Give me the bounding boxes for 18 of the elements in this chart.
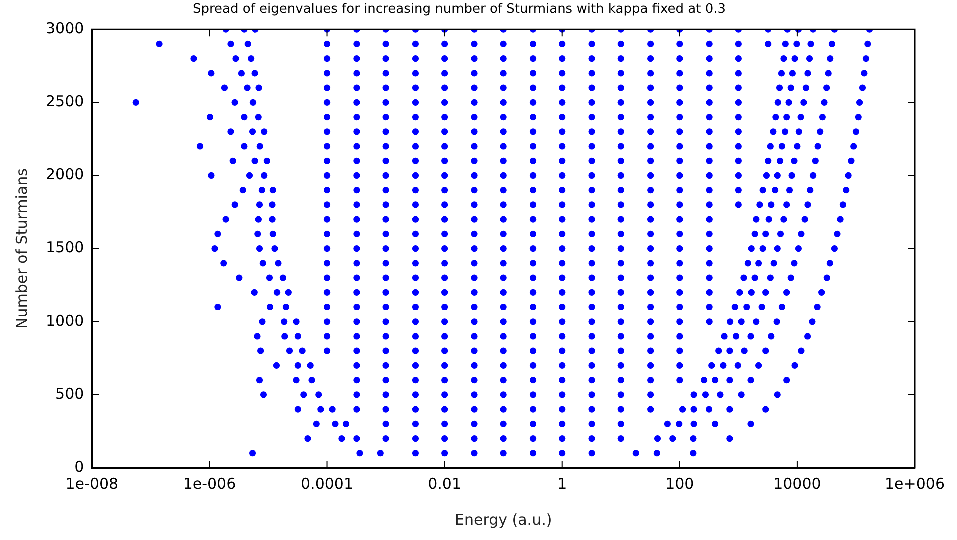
y-axis-title: Number of Sturmians	[12, 168, 31, 329]
x-axis-title: Energy (a.u.)	[454, 510, 552, 529]
y-tick-label: 500	[56, 384, 84, 403]
x-tick-label: 1	[558, 474, 568, 493]
x-tick-label: 1e-008	[66, 474, 119, 493]
x-tick-label: 1e+006	[885, 474, 945, 493]
x-tick-label: 10000	[774, 474, 822, 493]
x-tick-label: 100	[666, 474, 694, 493]
y-tick-label: 3000	[46, 19, 84, 38]
chart-title: Spread of eigenvalues for increasing number of Sturmians with kappa fixed at 0.3	[192, 2, 726, 18]
y-tick-label: 1500	[46, 238, 84, 257]
y-tick-label: 2000	[46, 166, 84, 184]
x-tick-label: 1e-006	[183, 474, 236, 493]
x-tick-label: 0.01	[428, 474, 462, 493]
y-tick-label: 2500	[46, 92, 84, 111]
y-tick-label: 1000	[46, 312, 84, 330]
y-tick-label: 0	[74, 458, 84, 476]
x-tick-label: 0.0001	[301, 474, 354, 493]
